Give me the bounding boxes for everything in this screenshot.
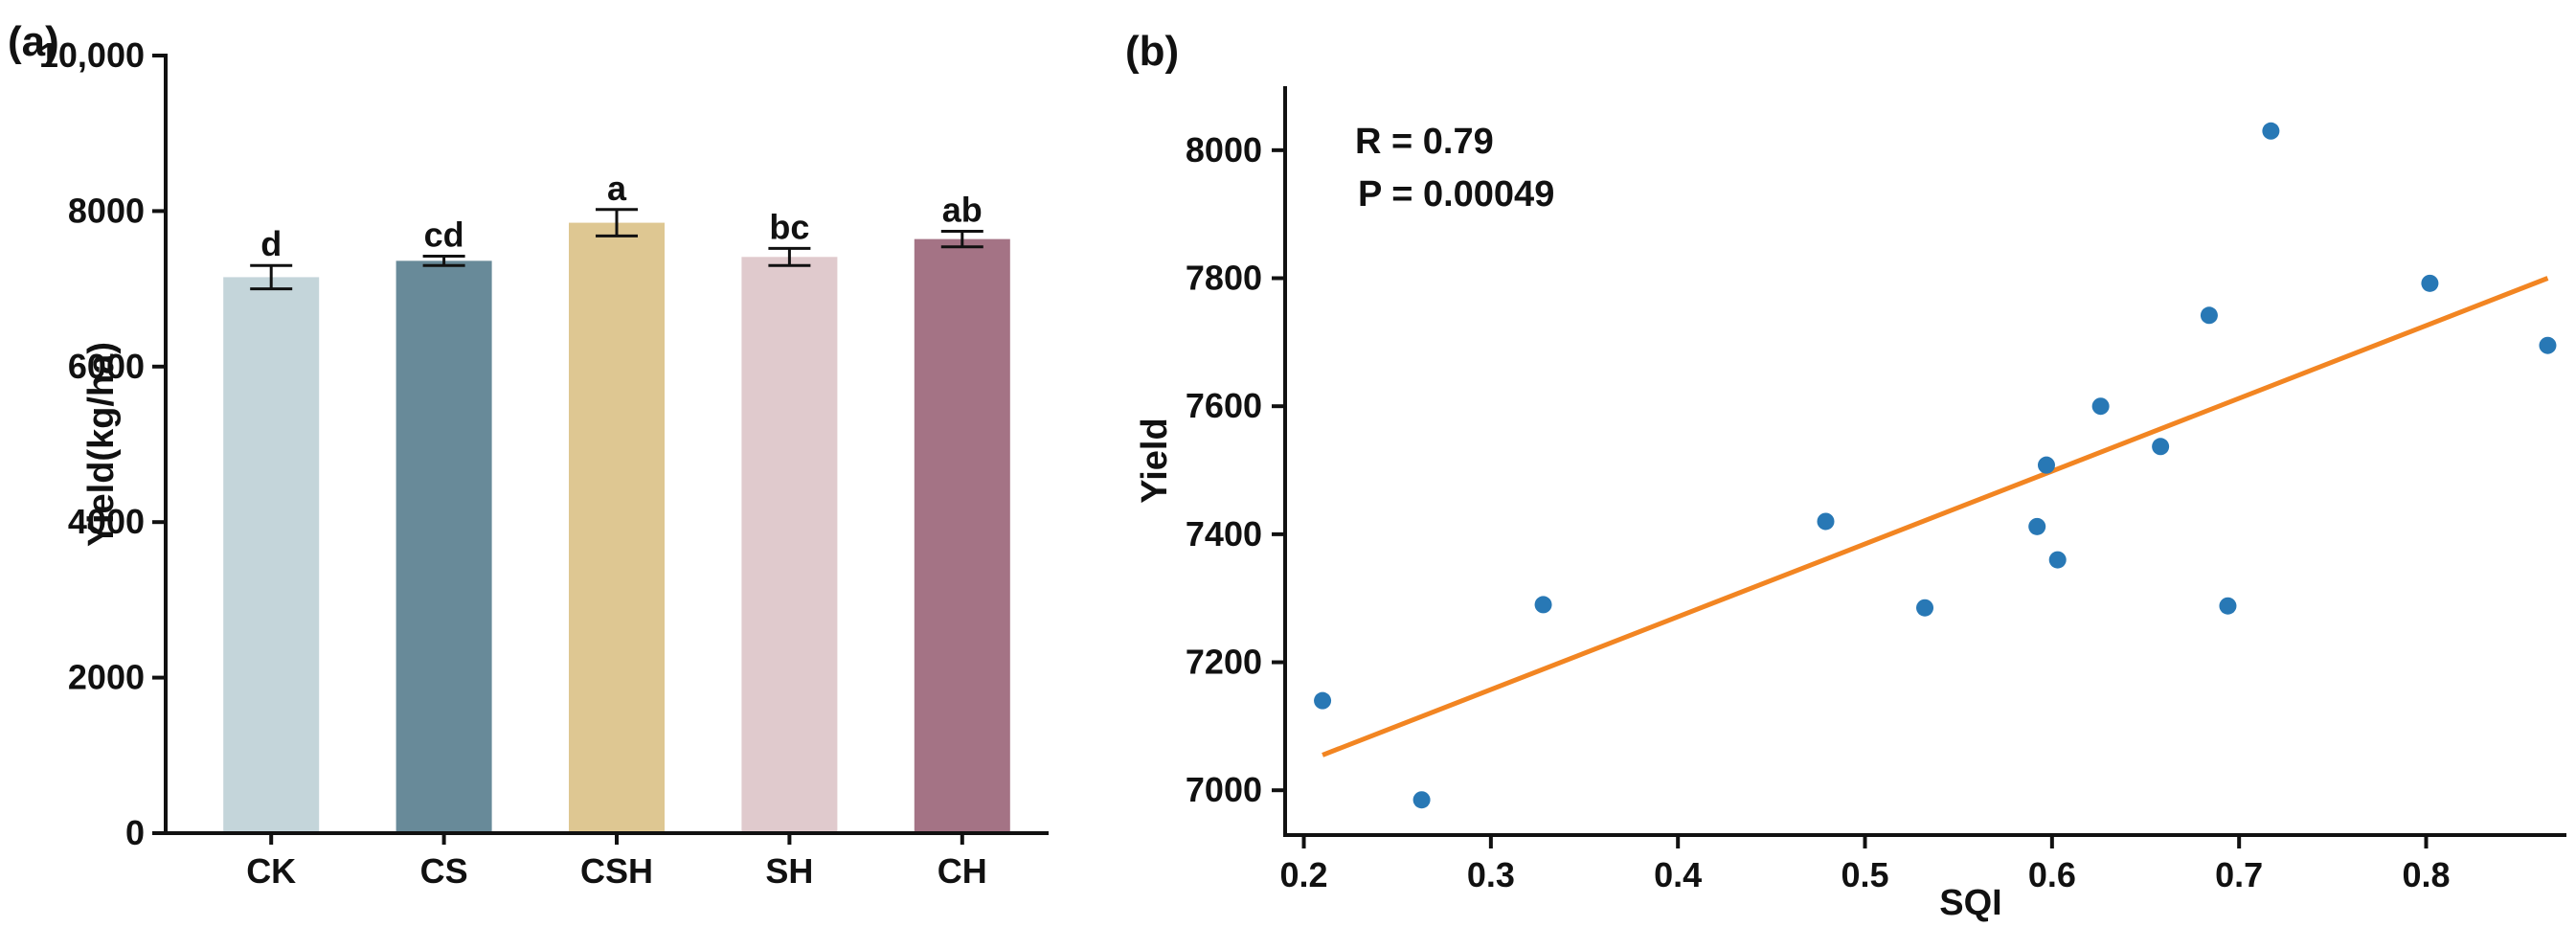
panel-b-data-point (2091, 397, 2110, 416)
panel-b-y-tick-label: 7600 (1186, 386, 1262, 425)
panel-b-x-tick-label: 0.3 (1467, 855, 1515, 894)
panel-a-y-tick-label: 10,000 (39, 35, 145, 75)
panel-b-y-tick-label: 7400 (1186, 514, 1262, 554)
panel-a-label: (a) (8, 18, 59, 65)
panel-a-y-tick-label: 6000 (68, 347, 145, 386)
panel-b-data-point (2421, 274, 2439, 292)
panel-b-y-axis-title: Yield (1135, 418, 1175, 503)
panel-a-significance-letter: d (260, 224, 282, 263)
panel-b-x-tick-label: 0.2 (1280, 855, 1328, 894)
panel-a-significance-letter: a (607, 169, 627, 208)
panel-a-bar-sh (741, 257, 838, 834)
panel-a-bar-ck (223, 277, 320, 833)
panel-a-significance-letter: bc (769, 207, 809, 246)
panel-b-x-ticks: 0.2 0.3 0.4 0.5 0.6 0.7 0.8 (1280, 835, 2451, 894)
panel-b-data-point (1314, 691, 1332, 710)
panel-a-bar-cs (395, 260, 492, 833)
panel-b-y-tick-label: 7200 (1186, 643, 1262, 682)
panel-a-x-tick-label: SH (765, 851, 813, 891)
panel-a-y-tick-label: 8000 (68, 191, 145, 230)
panel-b-x-tick-label: 0.4 (1654, 855, 1702, 894)
panel-b-label: (b) (1125, 28, 1179, 75)
panel-b-data-point (2200, 306, 2218, 325)
panel-b-x-tick-label: 0.6 (2028, 855, 2076, 894)
panel-b-data-point (2219, 597, 2237, 615)
panel-a-bars (223, 222, 1010, 834)
panel-b-points (1314, 122, 2557, 809)
panel-b-data-point (2028, 517, 2046, 535)
panel-a-x-tick-label: CS (420, 851, 468, 891)
panel-a-x-tick-label: CK (246, 851, 296, 891)
panel-b-data-point (2048, 551, 2067, 569)
panel-b-y-tick-label: 8000 (1186, 130, 1262, 170)
panel-a-bar-ch (914, 238, 1010, 833)
panel-a-error-bars (250, 208, 983, 291)
panel-b-data-point (2037, 456, 2055, 474)
panel-a-y-axis-title: Yield(kg/ha) (81, 342, 122, 547)
panel-a-y-tick-label: 0 (125, 813, 145, 852)
panel-b-data-point (1412, 791, 1431, 809)
panel-b-x-tick-label: 0.7 (2215, 855, 2263, 894)
panel-b-y-ticks: 7000 7200 7400 7600 7800 8000 (1186, 130, 1285, 809)
panel-b-y-tick-label: 7000 (1186, 770, 1262, 809)
panel-b-x-tick-label: 0.8 (2402, 855, 2450, 894)
panel-b-data-point (2539, 336, 2557, 354)
panel-b-data-point (1534, 596, 1552, 614)
panel-a-bar-csh (569, 222, 665, 833)
panel-b-data-point (1817, 512, 1835, 531)
panel-a-x-tick-label: CH (938, 851, 987, 891)
panel-a-y-tick-label: 4000 (68, 502, 145, 541)
panel-a-significance-letter: cd (424, 215, 464, 254)
panel-b-r-value: R = 0.79 (1355, 122, 1494, 162)
panel-b-p-value: P = 0.00049 (1358, 174, 1554, 215)
panel-a-significance-letter: ab (942, 191, 983, 230)
panel-b-x-axis-title: SQI (1939, 883, 2001, 923)
panel-a-y-ticks: 0 2000 4000 6000 8000 10,000 (39, 35, 166, 852)
panel-b-data-point (1916, 599, 1934, 617)
panel-b-data-point (2152, 438, 2170, 456)
panel-b-regression-line (1322, 276, 2549, 757)
panel-a-x-ticks: CK CS CSH SH CH (246, 833, 987, 891)
panel-a-x-tick-label: CSH (580, 851, 653, 891)
panel-b-x-tick-label: 0.5 (1841, 855, 1888, 894)
panel-a-y-tick-label: 2000 (68, 658, 145, 697)
panel-b-y-tick-label: 7800 (1186, 259, 1262, 298)
panel-a-significance-letters: d cd a bc ab (260, 169, 983, 263)
panel-b-data-point (2262, 122, 2280, 140)
